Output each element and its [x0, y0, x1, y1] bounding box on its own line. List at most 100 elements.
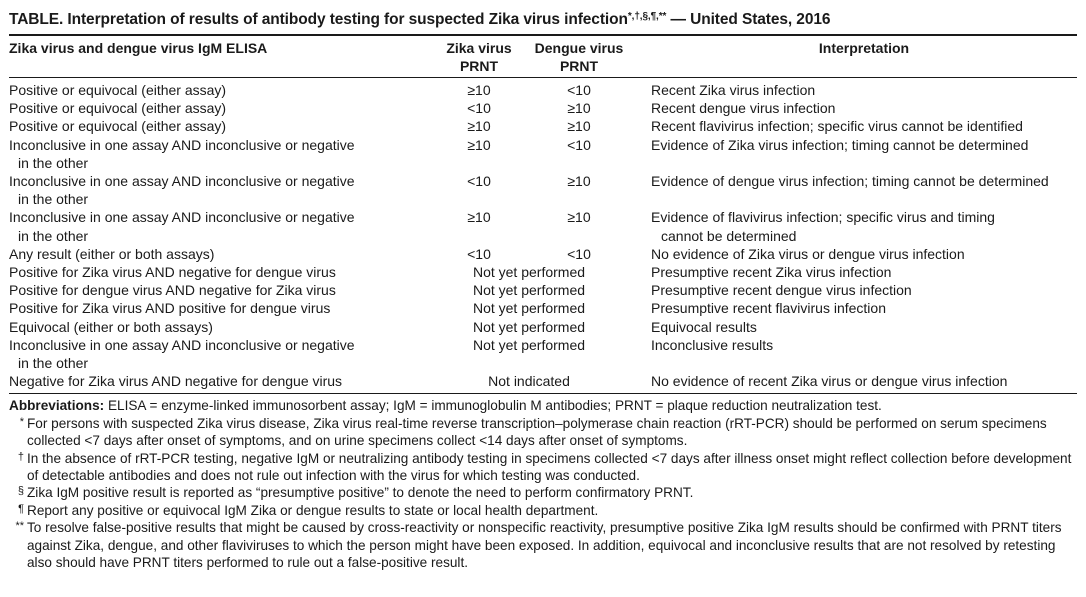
- cell-zika-prnt: <10: [467, 173, 491, 190]
- cell-gap: [629, 136, 651, 172]
- cell-dengue-prnt: <10: [567, 245, 591, 262]
- cell-dengue-prnt: ≥10: [567, 100, 591, 117]
- cell-dengue-prnt: ≥10: [567, 173, 591, 190]
- table-row: Inconclusive in one assay AND inconclusi…: [9, 172, 1077, 208]
- cell-elisa-line: Any result (either or both assays): [9, 245, 215, 262]
- cell-interpretation-line: No evidence of Zika virus or dengue viru…: [651, 245, 965, 262]
- cell-interpretation: Evidence of flavivirus infection; specif…: [651, 208, 1077, 244]
- header-zika-prnt: Zika virus PRNT: [429, 36, 529, 77]
- cell-elisa-line: Positive or equivocal (either assay): [9, 100, 227, 117]
- cell-elisa: Equivocal (either or both assays): [9, 318, 429, 336]
- cell-interpretation: No evidence of Zika virus or dengue viru…: [651, 245, 1077, 263]
- footnote-text: Report any positive or equivocal IgM Zik…: [27, 502, 599, 518]
- footnote-mark: ¶: [18, 502, 24, 515]
- footnote: § Zika IgM positive result is reported as…: [9, 484, 1077, 501]
- cell-dengue-prnt: <10: [567, 136, 591, 153]
- cell-interpretation-line: Presumptive recent flavivirus infection: [651, 300, 886, 317]
- cell-elisa-line: Positive or equivocal (either assay): [9, 118, 227, 135]
- cell-interpretation-line: Inconclusive results: [651, 336, 774, 353]
- footnote-mark: **: [15, 520, 24, 533]
- cell-elisa: Positive for Zika virus AND negative for…: [9, 263, 429, 281]
- cell-gap: [629, 78, 651, 99]
- footnote-text: For persons with suspected Zika virus di…: [27, 415, 1047, 449]
- cell-gap: [629, 172, 651, 208]
- cell-elisa: Positive or equivocal (either assay): [9, 78, 429, 99]
- table-row: Positive or equivocal (either assay) <10 ≥…: [9, 99, 1077, 117]
- cell-gap: [629, 281, 651, 299]
- bottom-rule: [9, 393, 1077, 395]
- cell-gap: [629, 117, 651, 135]
- cell-gap: [629, 263, 651, 281]
- table-row: Positive or equivocal (either assay) ≥10 <…: [9, 78, 1077, 99]
- cell-interpretation-line: Presumptive recent dengue virus infectio…: [651, 282, 912, 299]
- cell-interpretation: Equivocal results: [651, 318, 1077, 336]
- results-table: Zika virus and dengue virus IgM ELISA Zi…: [9, 36, 1077, 395]
- header-elisa: Zika virus and dengue virus IgM ELISA: [9, 40, 268, 56]
- cell-prnt-status: Not yet performed: [472, 336, 586, 353]
- cell-elisa-line: in the other: [18, 191, 89, 208]
- header-zika-line2: PRNT: [459, 58, 499, 74]
- cell-gap: [629, 336, 651, 372]
- table-row: Positive or equivocal (either assay) ≥10 ≥…: [9, 117, 1077, 135]
- cell-elisa: Positive for dengue virus AND negative f…: [9, 281, 429, 299]
- cell-prnt-status: Not yet performed: [472, 318, 586, 335]
- cell-dengue-prnt: <10: [567, 82, 591, 98]
- footnote: † In the absence of rRT-PCR testing, nega…: [9, 450, 1077, 485]
- footnotes-list: * For persons with suspected Zika virus d…: [9, 415, 1077, 572]
- cell-interpretation-line: cannot be determined: [661, 227, 797, 244]
- cell-interpretation-line: No evidence of recent Zika virus or deng…: [651, 373, 1008, 390]
- cell-prnt-status: Not yet performed: [472, 282, 586, 299]
- footnote-mark: §: [17, 485, 24, 498]
- cell-gap: [629, 208, 651, 244]
- header-dengue-line1: Dengue virus: [534, 40, 624, 56]
- table-title-text: TABLE. Interpretation of results of anti…: [9, 11, 628, 28]
- cell-interpretation: Recent Zika virus infection: [651, 78, 1077, 99]
- table-row: Inconclusive in one assay AND inconclusi…: [9, 136, 1077, 172]
- cell-elisa-line: Positive for Zika virus AND positive for…: [9, 300, 331, 317]
- footnote-text: To resolve false-positive results that m…: [27, 520, 1062, 571]
- cell-elisa-line: Inconclusive in one assay AND inconclusi…: [9, 336, 355, 353]
- table-title-suffix: — United States, 2016: [666, 11, 831, 28]
- cell-interpretation: Recent flavivirus infection; specific vi…: [651, 117, 1077, 135]
- cell-elisa: Inconclusive in one assay AND inconclusi…: [9, 172, 429, 208]
- cell-elisa: Inconclusive in one assay AND inconclusi…: [9, 208, 429, 244]
- cell-interpretation: Presumptive recent dengue virus infectio…: [651, 281, 1077, 299]
- cell-zika-prnt: ≥10: [467, 82, 491, 98]
- cell-interpretation: Evidence of Zika virus infection; timing…: [651, 136, 1077, 172]
- header-zika-line1: Zika virus: [446, 40, 512, 56]
- cell-elisa-line: Inconclusive in one assay AND inconclusi…: [9, 136, 355, 153]
- cell-interpretation: Evidence of dengue virus infection; timi…: [651, 172, 1077, 208]
- cell-interpretation-line: Recent flavivirus infection; specific vi…: [651, 118, 1023, 135]
- cell-interpretation-line: Evidence of flavivirus infection; specif…: [651, 209, 995, 226]
- cell-gap: [629, 299, 651, 317]
- cell-elisa-line: in the other: [18, 154, 89, 171]
- footnote-mark: *: [19, 415, 24, 428]
- header-rule: [9, 77, 1077, 78]
- abbreviations: Abbreviations: ELISA = enzyme-linked imm…: [9, 397, 1077, 414]
- cell-zika-prnt: ≥10: [467, 209, 491, 226]
- header-gap: [629, 36, 651, 77]
- cell-elisa-line: Positive for dengue virus AND negative f…: [9, 282, 336, 299]
- cell-elisa-line: Inconclusive in one assay AND inconclusi…: [9, 173, 355, 190]
- cell-zika-prnt: <10: [467, 245, 491, 262]
- cell-gap: [629, 318, 651, 336]
- cell-dengue-prnt: ≥10: [567, 209, 591, 226]
- footnote-text: Zika IgM positive result is reported as …: [27, 485, 694, 501]
- table-title: TABLE. Interpretation of results of anti…: [9, 6, 1077, 31]
- header-dengue-prnt: Dengue virus PRNT: [529, 36, 629, 77]
- table-row: Positive for dengue virus AND negative f…: [9, 281, 1077, 299]
- cell-elisa-line: Inconclusive in one assay AND inconclusi…: [9, 209, 355, 226]
- table-row: Any result (either or both assays) <10 <10…: [9, 245, 1077, 263]
- cell-gap: [629, 372, 651, 393]
- footnote: ¶ Report any positive or equivocal IgM Zi…: [9, 502, 1077, 519]
- cell-interpretation: Recent dengue virus infection: [651, 99, 1077, 117]
- table-notes: Abbreviations: ELISA = enzyme-linked imm…: [9, 397, 1077, 571]
- abbreviations-label: Abbreviations:: [9, 398, 105, 414]
- footnote: ** To resolve false-positive results that…: [9, 519, 1077, 571]
- cell-prnt-status: Not yet performed: [472, 264, 586, 281]
- cell-interpretation-line: Presumptive recent Zika virus infection: [651, 264, 892, 281]
- cell-zika-prnt: <10: [467, 100, 491, 117]
- cell-elisa: Inconclusive in one assay AND inconclusi…: [9, 336, 429, 372]
- cell-interpretation: No evidence of recent Zika virus or deng…: [651, 372, 1077, 393]
- cell-prnt-status: Not yet performed: [472, 300, 586, 317]
